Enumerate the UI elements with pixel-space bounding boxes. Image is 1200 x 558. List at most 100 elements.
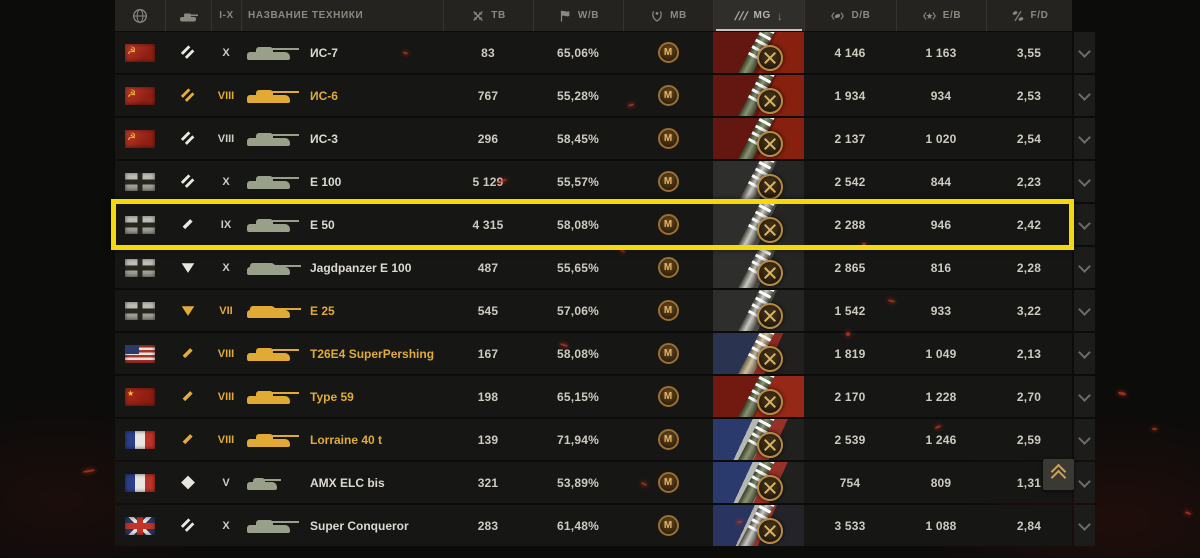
tier-filter[interactable]: I-X (211, 0, 241, 31)
gun-marks-image (713, 118, 804, 159)
winrate-value: 55,28% (557, 88, 599, 103)
column-header-vehicle-name[interactable]: НАЗВАНИЕ ТЕХНИКИ (241, 0, 443, 31)
row-expand-button[interactable] (1074, 75, 1095, 116)
nation-flag-china: ★ (115, 376, 165, 417)
wreath-icon (652, 10, 662, 22)
chevron-down-icon (1078, 474, 1091, 488)
nation-flag-germany (115, 290, 165, 331)
row-expand-button[interactable] (1074, 333, 1095, 374)
tier-label: X (222, 175, 230, 188)
marks-emblem-icon (757, 217, 783, 243)
flag-icon (560, 10, 570, 22)
row-expand-button[interactable] (1074, 32, 1095, 73)
nation-flag-germany (115, 247, 165, 288)
nation-flag-ussr: ☭ (115, 118, 165, 159)
tier-label: VII (219, 304, 233, 317)
vehicle-row[interactable]: ☭ X ИС-7 83 65,06% M 4 146 1 163 3,55 (115, 32, 1097, 73)
ratio-value: 2,53 (1016, 88, 1042, 103)
chevron-down-icon (1078, 173, 1091, 187)
row-expand-button[interactable] (1074, 118, 1095, 159)
vehicle-name: T26E4 SuperPershing (310, 346, 435, 361)
winrate-value: 55,65% (557, 260, 599, 275)
row-expand-button[interactable] (1074, 247, 1095, 288)
ratio-value: 2,13 (1016, 346, 1042, 361)
vehicle-row[interactable]: X Super Conqueror 283 61,48% M 3 533 1 088 2,84 (115, 505, 1097, 546)
tank-silhouette-icon (241, 419, 305, 460)
ratio-value: 2,84 (1016, 518, 1042, 533)
row-expand-button[interactable] (1074, 290, 1095, 331)
column-header-fd[interactable]: F/D (986, 0, 1072, 31)
ratio-value: 2,23 (1016, 174, 1042, 189)
column-header-wb[interactable]: W/B (533, 0, 623, 31)
vehicle-name: ИС-3 (310, 131, 338, 146)
tank-silhouette-icon (241, 75, 305, 116)
marks-emblem-icon (757, 88, 783, 114)
nation-flag-ussr: ☭ (115, 75, 165, 116)
winrate-value: 65,15% (557, 389, 599, 404)
ratio-value: 1,31 (1016, 475, 1042, 490)
marks-emblem-icon (757, 303, 783, 329)
vehicle-row[interactable]: VII E 25 545 57,06% M 1 542 933 3,22 (115, 290, 1097, 331)
tank-silhouette-icon (241, 376, 305, 417)
column-header-mb[interactable]: MB (623, 0, 713, 31)
row-expand-button[interactable] (1074, 419, 1095, 460)
winrate-value: 61,48% (557, 518, 599, 533)
row-expand-button[interactable] (1074, 505, 1095, 546)
vehicle-row[interactable]: X Jagdpanzer E 100 487 55,65% M 2 865 816 2,28 (115, 247, 1097, 288)
gun-marks-image (713, 32, 804, 73)
vehicle-row[interactable]: VIII Lorraine 40 t 139 71,94% M 2 539 1 246 2,5… (115, 419, 1097, 460)
vehicle-row[interactable]: ☭ VIII ИС-6 767 55,28% M 1 934 934 2,53 (115, 75, 1097, 116)
vehicle-row[interactable]: IX E 50 4 315 58,08% M 2 288 946 2,42 (115, 204, 1097, 245)
tank-silhouette-icon (241, 247, 305, 288)
column-header-eb[interactable]: E/B (896, 0, 986, 31)
shell-icon (831, 11, 845, 20)
tier-label: VIII (217, 132, 235, 145)
tier-label: VIII (217, 89, 235, 102)
scroll-to-top-button[interactable] (1043, 459, 1074, 490)
column-header-tb[interactable]: ТВ (443, 0, 533, 31)
tank-icon (179, 13, 198, 21)
avg-damage-value: 2 137 (834, 131, 866, 146)
gun-marks-image (713, 419, 804, 460)
avg-xp-value: 809 (930, 475, 952, 490)
avg-damage-value: 1 819 (834, 346, 866, 361)
mastery-badge: M (623, 204, 713, 245)
ember-particle (1184, 511, 1192, 515)
chevron-down-icon (1078, 87, 1091, 101)
chevron-down-icon (1078, 517, 1091, 531)
globe-icon (133, 8, 147, 23)
column-header-db[interactable]: D/B (804, 0, 896, 31)
vehicle-name: E 25 (310, 303, 335, 318)
row-expand-button[interactable] (1074, 376, 1095, 417)
nation-flag-germany (115, 161, 165, 202)
ember-particle (1117, 391, 1127, 396)
winrate-value: 58,08% (557, 217, 599, 232)
column-header-label: MG (753, 10, 771, 21)
marks-emblem-icon (757, 131, 783, 157)
battles-value: 321 (477, 475, 499, 490)
gun-marks-image (713, 161, 804, 202)
table-body: ☭ X ИС-7 83 65,06% M 4 146 1 163 3,55 ☭ VIII ИС-6 76… (115, 32, 1097, 546)
vehicle-type-filter[interactable] (165, 0, 211, 31)
row-expand-button[interactable] (1074, 204, 1095, 245)
ratio-value: 2,59 (1016, 432, 1042, 447)
column-header-mg[interactable]: /// MG ↓ (713, 0, 804, 31)
ember-particle (1152, 428, 1157, 430)
row-expand-button[interactable] (1074, 462, 1095, 503)
avg-damage-value: 1 934 (834, 88, 866, 103)
avg-damage-value: 2 539 (834, 432, 866, 447)
vehicle-row[interactable]: ☭ VIII ИС-3 296 58,45% M 2 137 1 020 2,54 (115, 118, 1097, 159)
row-expand-button[interactable] (1074, 161, 1095, 202)
vehicle-row[interactable]: X E 100 5 129 55,57% M 2 542 844 2,23 (115, 161, 1097, 202)
vehicle-class-heavy-icon (165, 75, 211, 116)
avg-xp-value: 1 020 (925, 131, 957, 146)
avg-xp-value: 946 (930, 217, 952, 232)
chevron-down-icon (1078, 259, 1091, 273)
vehicle-row[interactable]: V AMX ELC bis 321 53,89% M 754 809 1,31 (115, 462, 1097, 503)
mastery-badge: M (623, 75, 713, 116)
nation-filter[interactable] (115, 0, 165, 31)
gun-marks-image (713, 75, 804, 116)
vehicle-row[interactable]: VIII T26E4 SuperPershing 167 58,08% M 1 819 1 … (115, 333, 1097, 374)
vehicle-row[interactable]: ★ VIII Type 59 198 65,15% M 2 170 1 228 2,70 (115, 376, 1097, 417)
